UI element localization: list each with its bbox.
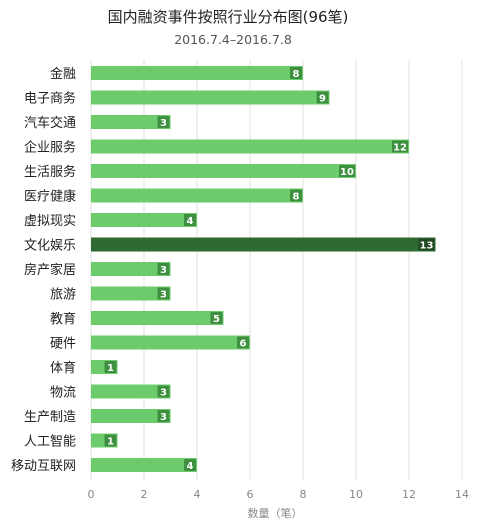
data-label-box [157, 263, 170, 275]
x-tick-label: 8 [300, 488, 307, 501]
category-label: 教育 [50, 311, 76, 327]
x-tick-label: 4 [194, 488, 201, 501]
bar [91, 164, 356, 178]
bar [91, 384, 171, 399]
bar [91, 311, 224, 325]
bar [91, 90, 330, 105]
category-labels: 金融电子商务汽车交通企业服务生活服务医疗健康虚拟现实文化娱乐房产家居旅游教育硬件… [11, 66, 76, 474]
x-tick-label: 10 [349, 488, 363, 501]
data-label-box [290, 189, 302, 202]
x-tick-label: 12 [402, 488, 416, 501]
data-label-box [157, 410, 170, 422]
data-label-box [339, 165, 355, 177]
category-label: 电子商务 [24, 91, 76, 107]
category-label: 生产制造 [24, 410, 76, 425]
category-label: 金融 [50, 66, 76, 82]
data-label: 3 [160, 118, 167, 129]
category-label: 文化娱乐 [24, 239, 76, 254]
data-label: 4 [187, 461, 194, 472]
x-tick-labels: 0 2 4 6 8 10 12 14 [88, 488, 470, 501]
data-label-box [184, 459, 196, 471]
data-label-box [237, 336, 249, 349]
data-label-box [184, 214, 196, 226]
data-label: 5 [213, 314, 220, 325]
data-label-box [392, 140, 408, 153]
bar [91, 335, 250, 350]
bar [91, 409, 171, 423]
bar [91, 66, 303, 80]
data-label: 3 [160, 265, 167, 276]
data-label-box [157, 287, 170, 300]
bar [91, 139, 409, 154]
data-label-box [104, 434, 117, 447]
data-label: 3 [160, 290, 167, 301]
data-label-box [290, 67, 302, 79]
data-label: 4 [187, 216, 194, 227]
x-tick-label: 2 [141, 488, 148, 501]
data-label: 3 [160, 412, 167, 423]
data-label-box [418, 238, 435, 251]
bar [91, 458, 197, 472]
data-label: 9 [319, 94, 326, 105]
data-label-box [157, 385, 170, 398]
category-label: 旅游 [50, 288, 76, 303]
category-label: 人工智能 [24, 435, 76, 450]
data-label: 10 [340, 167, 354, 178]
data-label: 3 [160, 388, 167, 399]
data-label: 1 [107, 437, 114, 448]
category-label: 企业服务 [24, 140, 76, 156]
chart-subtitle: 2016.7.4–2016.7.8 [174, 32, 292, 47]
bar [91, 286, 171, 301]
category-label: 生活服务 [24, 164, 76, 180]
category-label: 医疗健康 [24, 189, 76, 205]
category-label: 移动互联网 [11, 459, 76, 474]
data-label: 13 [420, 241, 434, 252]
category-label: 硬件 [50, 337, 76, 352]
data-label: 8 [293, 69, 300, 80]
data-label-box [316, 91, 329, 104]
bar [91, 115, 171, 129]
data-label: 1 [107, 363, 114, 374]
x-tick-label: 14 [455, 488, 469, 501]
data-label: 6 [240, 339, 247, 350]
bar [91, 237, 436, 252]
category-label: 虚拟现实 [24, 214, 76, 229]
data-label: 8 [293, 192, 300, 203]
data-label-box [157, 116, 170, 128]
data-label-box [104, 361, 117, 373]
x-axis-label: 数量（笔） [248, 506, 303, 520]
category-label: 体育 [50, 360, 76, 376]
data-label-box [210, 312, 223, 324]
category-label: 物流 [50, 386, 76, 401]
gridlines [90, 60, 463, 480]
bar [91, 213, 197, 227]
category-label: 汽车交通 [24, 115, 76, 131]
category-label: 房产家居 [24, 262, 76, 278]
chart-title: 国内融资事件按照行业分布图(96笔) [108, 8, 349, 26]
data-label: 12 [393, 143, 407, 154]
x-tick-label: 0 [88, 488, 95, 501]
bar [91, 262, 171, 276]
bar [91, 188, 303, 203]
x-tick-label: 6 [247, 488, 254, 501]
